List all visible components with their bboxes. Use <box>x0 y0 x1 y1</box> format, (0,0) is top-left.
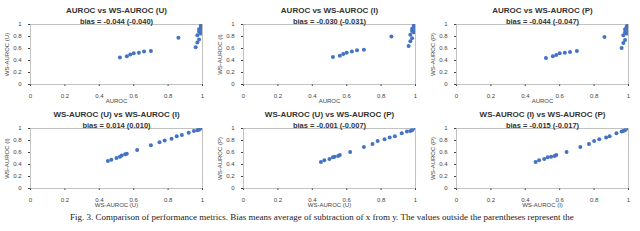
svg-text:bias = -0.015 (-0.017): bias = -0.015 (-0.017) <box>506 121 580 130</box>
svg-text:0.4: 0.4 <box>13 161 22 167</box>
svg-text:0: 0 <box>242 197 246 203</box>
svg-text:WS-AUROC (P): WS-AUROC (P) <box>430 33 436 76</box>
svg-text:0.8: 0.8 <box>164 93 173 99</box>
svg-text:WS-AUROC (I) vs WS-AUROC (P): WS-AUROC (I) vs WS-AUROC (P) <box>480 110 606 119</box>
svg-text:1: 1 <box>414 197 418 203</box>
svg-text:WS-AUROC (U) vs WS-AUROC (I): WS-AUROC (U) vs WS-AUROC (I) <box>53 110 180 119</box>
svg-text:0.8: 0.8 <box>13 33 22 39</box>
svg-text:1: 1 <box>18 21 22 27</box>
svg-text:0.6: 0.6 <box>555 196 564 203</box>
svg-text:0.4: 0.4 <box>308 93 317 99</box>
svg-text:0.6: 0.6 <box>439 149 448 155</box>
svg-text:0.6: 0.6 <box>556 93 565 99</box>
svg-text:bias = -0.044 (-0.047): bias = -0.044 (-0.047) <box>506 17 580 26</box>
svg-text:0.4: 0.4 <box>521 196 530 203</box>
svg-text:0.2: 0.2 <box>61 93 70 99</box>
svg-text:0.2: 0.2 <box>439 173 448 179</box>
svg-text:1: 1 <box>414 93 418 99</box>
svg-text:0.2: 0.2 <box>61 197 70 203</box>
svg-text:0: 0 <box>18 185 22 191</box>
svg-text:0.6: 0.6 <box>439 45 448 51</box>
svg-text:0: 0 <box>231 185 235 191</box>
svg-text:bias = -0.030 (-0.031): bias = -0.030 (-0.031) <box>293 17 367 26</box>
svg-text:0.6: 0.6 <box>226 149 235 155</box>
svg-text:1: 1 <box>18 125 22 131</box>
svg-text:0: 0 <box>444 81 448 87</box>
svg-text:0.8: 0.8 <box>377 197 386 203</box>
svg-text:0.6: 0.6 <box>343 93 352 99</box>
svg-text:bias = -0.001 (-0.007): bias = -0.001 (-0.007) <box>293 121 367 130</box>
svg-text:0.6: 0.6 <box>13 45 22 51</box>
svg-text:0.6: 0.6 <box>226 45 235 51</box>
svg-text:1: 1 <box>231 125 235 131</box>
svg-text:0.6: 0.6 <box>129 196 138 203</box>
svg-text:0: 0 <box>18 81 22 87</box>
svg-text:0.2: 0.2 <box>274 197 283 203</box>
svg-text:0.4: 0.4 <box>439 57 448 63</box>
svg-text:0.8: 0.8 <box>164 197 173 203</box>
svg-text:WS-AUROC (P): WS-AUROC (P) <box>217 137 223 180</box>
svg-text:WS-AUROC (U) vs WS-AUROC (P): WS-AUROC (U) vs WS-AUROC (P) <box>265 110 395 119</box>
svg-text:0.4: 0.4 <box>226 57 235 63</box>
svg-text:0.6: 0.6 <box>13 149 22 155</box>
svg-text:bias = -0.044 (-0.040): bias = -0.044 (-0.040) <box>80 17 154 26</box>
svg-text:0: 0 <box>231 81 235 87</box>
svg-text:0.6: 0.6 <box>130 93 139 99</box>
svg-text:0.2: 0.2 <box>487 93 496 99</box>
svg-text:0.2: 0.2 <box>226 173 235 179</box>
svg-text:0.4: 0.4 <box>521 93 530 99</box>
html-text:Fig. 3. Comparison of performa: Fig. 3. Comparison of performance metric… <box>70 212 574 222</box>
svg-text:1: 1 <box>201 93 205 99</box>
svg-text:0.8: 0.8 <box>590 197 599 203</box>
svg-text:0.2: 0.2 <box>487 197 496 203</box>
svg-text:1: 1 <box>231 21 235 27</box>
svg-text:1: 1 <box>201 197 205 203</box>
svg-text:0.8: 0.8 <box>377 93 386 99</box>
svg-text:bias = 0.014 (0.010): bias = 0.014 (0.010) <box>82 121 151 130</box>
svg-text:0.4: 0.4 <box>226 161 235 167</box>
svg-text:WS-AUROC (U): WS-AUROC (U) <box>95 202 138 208</box>
svg-text:WS-AUROC (P): WS-AUROC (P) <box>430 137 436 180</box>
svg-text:1: 1 <box>444 125 448 131</box>
svg-text:0: 0 <box>29 197 33 203</box>
svg-text:AUROC: AUROC <box>532 98 554 104</box>
svg-text:AUROC: AUROC <box>319 98 341 104</box>
svg-text:0: 0 <box>444 185 448 191</box>
svg-text:1: 1 <box>627 93 631 99</box>
svg-text:0: 0 <box>455 197 459 203</box>
svg-text:1: 1 <box>627 197 631 203</box>
svg-text:0.8: 0.8 <box>590 93 599 99</box>
svg-text:0.8: 0.8 <box>439 137 448 143</box>
svg-text:AUROC vs WS-AUROC (P): AUROC vs WS-AUROC (P) <box>492 6 593 15</box>
svg-text:0: 0 <box>455 93 459 99</box>
svg-text:0: 0 <box>29 93 33 99</box>
svg-text:0: 0 <box>242 93 246 99</box>
svg-text:0.6: 0.6 <box>342 196 351 203</box>
svg-text:WS-AUROC (U): WS-AUROC (U) <box>4 33 10 76</box>
svg-text:WS-AUROC (I): WS-AUROC (I) <box>522 202 563 208</box>
svg-text:0.4: 0.4 <box>308 196 317 203</box>
svg-text:0.2: 0.2 <box>274 93 283 99</box>
svg-text:0.8: 0.8 <box>226 33 235 39</box>
svg-text:0.8: 0.8 <box>439 33 448 39</box>
svg-text:0.8: 0.8 <box>13 137 22 143</box>
svg-text:AUROC: AUROC <box>106 98 128 104</box>
svg-text:WS-AUROC (I): WS-AUROC (I) <box>4 138 10 179</box>
svg-text:0.2: 0.2 <box>13 173 22 179</box>
svg-text:0.4: 0.4 <box>95 196 104 203</box>
svg-text:0.4: 0.4 <box>439 161 448 167</box>
svg-text:0.4: 0.4 <box>13 57 22 63</box>
svg-text:AUROC vs WS-AUROC (I): AUROC vs WS-AUROC (I) <box>281 6 379 15</box>
svg-text:0.2: 0.2 <box>439 69 448 75</box>
svg-text:0.4: 0.4 <box>95 93 104 99</box>
svg-text:1: 1 <box>444 21 448 27</box>
svg-text:0.2: 0.2 <box>13 69 22 75</box>
svg-text:0.2: 0.2 <box>226 69 235 75</box>
svg-text:0.8: 0.8 <box>226 137 235 143</box>
svg-text:WS-AUROC (U): WS-AUROC (U) <box>308 202 351 208</box>
svg-text:WS-AUROC (I): WS-AUROC (I) <box>217 34 223 75</box>
svg-text:AUROC vs WS-AUROC (U): AUROC vs WS-AUROC (U) <box>66 6 167 15</box>
